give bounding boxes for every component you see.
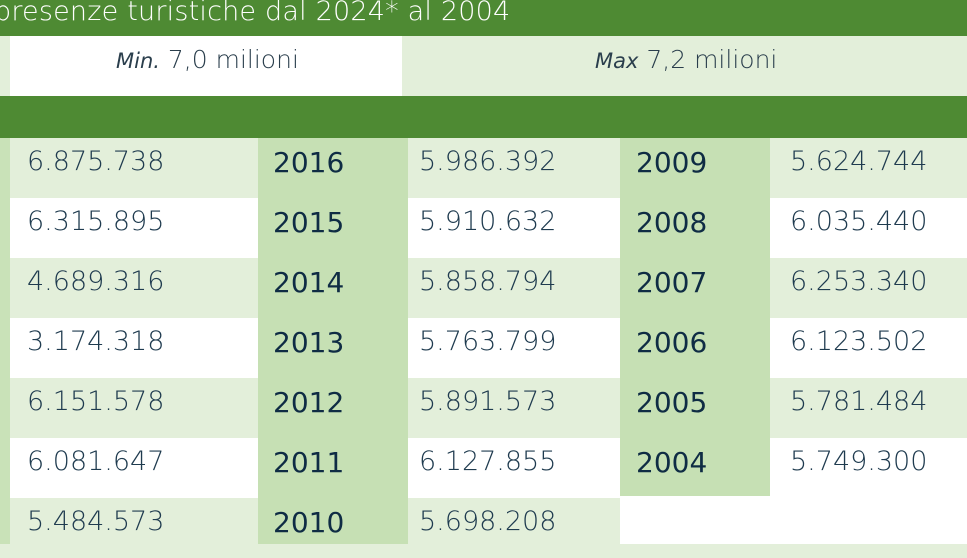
year-cell: 2005 xyxy=(636,386,708,419)
min-range-label: Min. 7,0 milioni xyxy=(116,45,299,74)
range-left-edge xyxy=(0,36,10,96)
min-value: 7,0 milioni xyxy=(167,45,299,74)
value-cell: 5.986.392 xyxy=(419,146,557,177)
table-row xyxy=(0,138,967,198)
min-range-cell: Min. 7,0 milioni xyxy=(10,36,402,96)
year-cell: 2016 xyxy=(273,146,345,179)
year-cell: 2011 xyxy=(273,446,345,479)
value-cell: 5.763.799 xyxy=(419,326,557,357)
value-cell: 3.174.318 xyxy=(27,326,165,357)
max-range-cell: Max 7,2 milioni xyxy=(402,36,967,96)
table-row xyxy=(0,318,967,378)
empty-cell xyxy=(620,498,967,544)
year-cell: 2010 xyxy=(273,506,345,539)
year-cell: 2006 xyxy=(636,326,708,359)
value-cell: 6.315.895 xyxy=(27,206,165,237)
value-cell: 5.910.632 xyxy=(419,206,557,237)
value-cell: 6.127.855 xyxy=(419,446,557,477)
min-prefix: Min. xyxy=(116,49,160,73)
value-cell: 6.151.578 xyxy=(27,386,165,417)
value-cell: 5.698.208 xyxy=(419,506,557,537)
value-cell: 5.624.744 xyxy=(790,146,928,177)
table-row xyxy=(0,258,967,318)
year-cell: 2015 xyxy=(273,206,345,239)
year-cell: 2012 xyxy=(273,386,345,419)
value-cell: 6.035.440 xyxy=(790,206,928,237)
value-cell: 6.081.647 xyxy=(27,446,165,477)
title-bar: presenze turistiche dal 2024* al 2004 xyxy=(0,0,967,36)
year-cell: 2014 xyxy=(273,266,345,299)
max-range-label: Max 7,2 milioni xyxy=(595,45,777,74)
max-prefix: Max xyxy=(595,49,639,73)
year-cell: 2007 xyxy=(636,266,708,299)
value-cell: 5.858.794 xyxy=(419,266,557,297)
year-column-middle xyxy=(258,138,408,544)
table-title: presenze turistiche dal 2024* al 2004 xyxy=(0,0,511,27)
max-value: 7,2 milioni xyxy=(646,45,778,74)
left-edge-strip xyxy=(0,138,10,544)
year-cell: 2004 xyxy=(636,446,708,479)
data-table: 6.875.738 2016 5.986.392 2009 5.624.744 … xyxy=(0,138,967,558)
value-cell: 5.891.573 xyxy=(419,386,557,417)
table-row xyxy=(0,438,967,498)
value-cell: 6.123.502 xyxy=(790,326,928,357)
value-cell: 4.689.316 xyxy=(27,266,165,297)
value-cell: 5.484.573 xyxy=(27,506,165,537)
year-cell: 2009 xyxy=(636,146,708,179)
value-cell: 6.875.738 xyxy=(27,146,165,177)
value-cell: 5.781.484 xyxy=(790,386,928,417)
value-cell: 5.749.300 xyxy=(790,446,928,477)
year-cell: 2008 xyxy=(636,206,708,239)
header-band xyxy=(0,96,967,138)
value-cell: 6.253.340 xyxy=(790,266,928,297)
year-cell: 2013 xyxy=(273,326,345,359)
table-row xyxy=(0,378,967,438)
table-row xyxy=(0,198,967,258)
range-row: Min. 7,0 milioni Max 7,2 milioni xyxy=(0,36,967,96)
year-column-right xyxy=(620,138,770,496)
